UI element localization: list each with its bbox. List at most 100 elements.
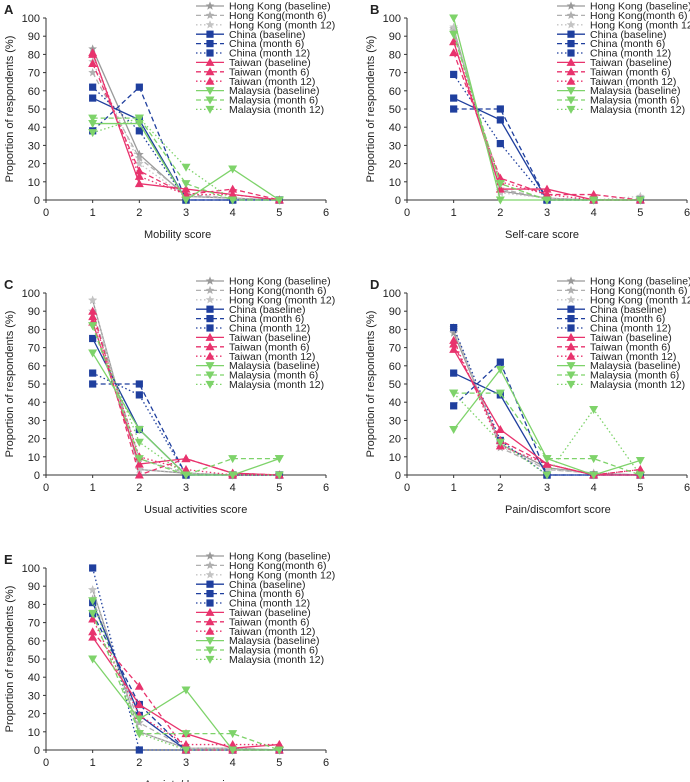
data-point <box>89 94 97 102</box>
legend-swatch-marker <box>205 87 215 96</box>
legend-entry-label: Hong Kong (month 12) <box>229 294 335 306</box>
data-point <box>89 380 97 388</box>
panel-letter: C <box>4 277 14 292</box>
legend-swatch-marker <box>566 57 576 66</box>
y-tick-label: 50 <box>389 379 401 391</box>
legend-swatch-marker <box>206 49 214 57</box>
y-axis-title: Proportion of respondents (%) <box>4 586 16 733</box>
legend-swatch-marker <box>206 599 214 607</box>
legend-entry-label: Malaysia (month 12) <box>590 104 685 116</box>
legend-entry-label: Malaysia (month 12) <box>590 379 685 391</box>
data-point <box>134 730 144 739</box>
legend-entry-label: Taiwan (baseline) <box>229 57 311 69</box>
data-point <box>134 455 144 464</box>
data-point <box>228 455 238 464</box>
y-tick-label: 50 <box>389 104 401 116</box>
data-point <box>89 334 97 343</box>
data-point <box>181 730 191 739</box>
legend: Hong Kong (baseline)Hong Kong(month 6)Ho… <box>196 551 335 666</box>
legend-entry-label: Taiwan (baseline) <box>229 332 311 344</box>
legend-swatch-marker <box>205 607 215 616</box>
data-point <box>88 322 98 331</box>
data-point <box>134 171 144 180</box>
data-point <box>228 184 238 193</box>
data-point <box>228 190 238 199</box>
legend-swatch-marker <box>205 76 215 85</box>
x-tick-label: 4 <box>230 207 236 219</box>
data-point <box>88 295 98 304</box>
legend-entry-label: China (month 6) <box>590 313 665 325</box>
data-point <box>449 22 459 31</box>
y-tick-label: 70 <box>28 68 40 80</box>
legend-swatch-marker <box>566 371 576 380</box>
data-point <box>589 455 599 464</box>
legend-entry-label: Hong Kong (baseline) <box>229 276 331 288</box>
legend-swatch-marker <box>205 617 215 626</box>
y-tick-label: 0 <box>395 470 401 482</box>
y-tick-label: 50 <box>28 104 40 116</box>
data-point <box>589 471 599 480</box>
legend-swatch-marker <box>206 40 214 48</box>
data-point <box>274 196 284 205</box>
y-tick-label: 80 <box>28 599 40 611</box>
y-tick-label: 70 <box>389 343 401 355</box>
data-point <box>181 740 191 749</box>
data-point <box>495 389 505 398</box>
data-point <box>181 184 191 193</box>
legend-swatch-marker <box>567 49 575 57</box>
legend-entry-label: Malaysia (baseline) <box>229 360 319 372</box>
legend-entry-label: Taiwan (baseline) <box>590 332 672 344</box>
x-axis-title: Anxiety/depression score <box>144 779 267 782</box>
data-point <box>449 344 459 353</box>
legend-swatch-marker <box>567 30 575 38</box>
legend-swatch-marker <box>206 324 214 332</box>
data-point <box>542 190 552 199</box>
legend-entry-label: China (month 6) <box>229 588 304 600</box>
legend-swatch-marker <box>205 96 215 105</box>
data-point <box>228 471 238 480</box>
data-point <box>589 405 599 414</box>
y-tick-label: 50 <box>28 379 40 391</box>
data-point <box>449 30 459 39</box>
chart-panel-b: B 0 10 20 30 40 50 60 70 80 90 100 0 1 2 3 4 5 6 Self-care … <box>365 1 690 241</box>
series-line <box>453 34 641 201</box>
data-point <box>88 49 98 58</box>
data-point <box>181 746 191 755</box>
y-tick-label: 90 <box>28 581 40 593</box>
legend-swatch-marker <box>205 351 215 360</box>
x-tick-label: 1 <box>451 207 457 219</box>
legend-entry-label: China (baseline) <box>590 29 666 41</box>
y-tick-label: 20 <box>389 434 401 446</box>
legend-swatch-marker <box>566 351 576 360</box>
y-tick-label: 90 <box>389 31 401 43</box>
series-line <box>92 600 280 751</box>
y-tick-label: 70 <box>28 343 40 355</box>
y-tick-label: 10 <box>389 452 401 464</box>
data-point <box>449 389 459 398</box>
y-tick-label: 90 <box>28 31 40 43</box>
y-axis-title: Proportion of respondents (%) <box>4 311 16 458</box>
legend-swatch-marker <box>205 20 215 29</box>
y-tick-label: 100 <box>383 13 401 25</box>
chart-panel-a: A 0 10 20 30 40 50 60 70 80 90 100 0 1 2 3 4 5 6 Mobility s… <box>4 1 335 241</box>
data-point <box>88 655 98 664</box>
series-malaysia-month-12 <box>88 322 284 480</box>
y-tick-label: 80 <box>28 49 40 61</box>
data-point <box>542 184 552 193</box>
data-point <box>135 83 143 91</box>
series-line <box>453 52 641 201</box>
legend-entry-label: Hong Kong (baseline) <box>229 1 331 13</box>
legend-entry-label: Taiwan (baseline) <box>229 607 311 619</box>
data-point <box>134 700 144 708</box>
legend-swatch-marker <box>567 324 575 332</box>
data-point <box>589 190 599 199</box>
series-line <box>92 325 280 476</box>
legend-swatch-marker <box>566 67 576 76</box>
data-point <box>542 459 552 468</box>
y-tick-label: 20 <box>389 159 401 171</box>
data-point <box>450 70 458 79</box>
legend-entry-label: Malaysia (month 6) <box>229 370 318 382</box>
y-tick-label: 10 <box>28 727 40 739</box>
x-tick-label: 2 <box>136 207 142 219</box>
legend-swatch-marker <box>205 285 215 295</box>
